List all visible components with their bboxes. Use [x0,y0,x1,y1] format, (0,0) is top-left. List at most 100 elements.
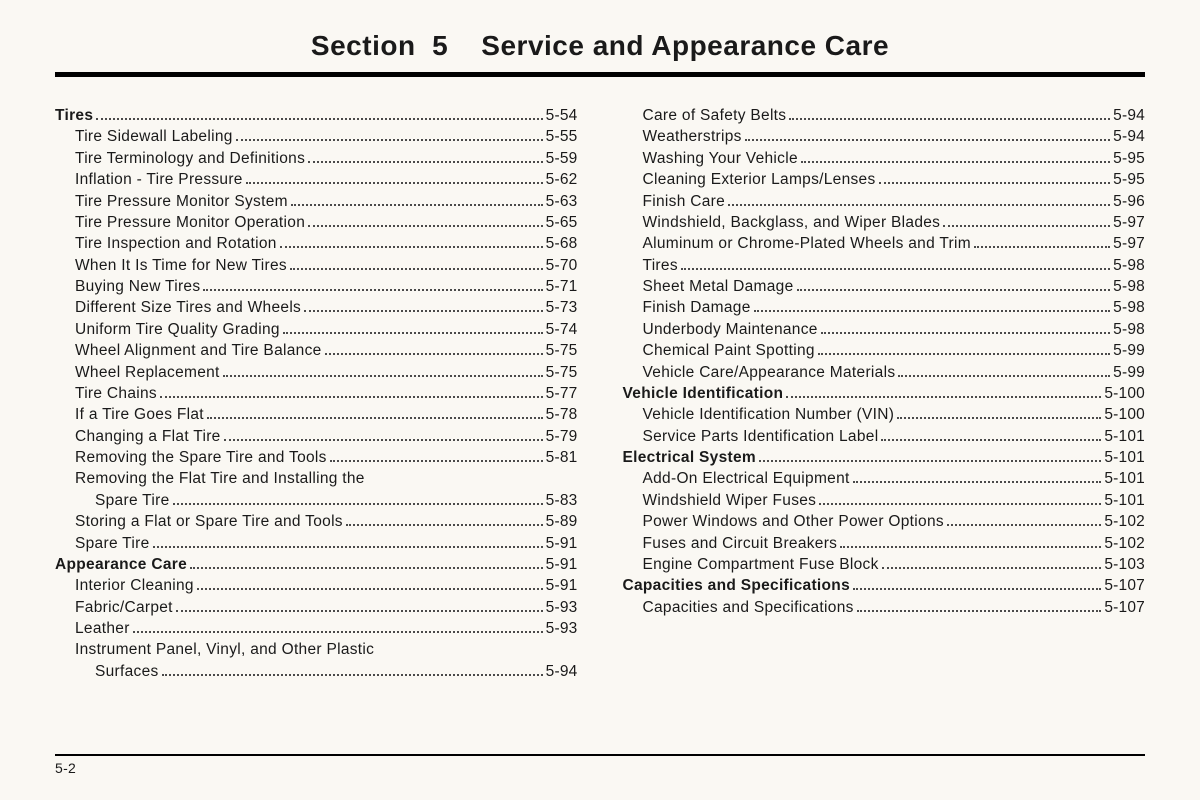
toc-label: Tire Chains [75,383,157,404]
toc-label: Capacities and Specifications [643,597,854,618]
toc-leaders [330,448,543,462]
toc-page: 5-73 [546,297,578,318]
toc-label: Interior Cleaning [75,575,194,596]
toc-label: Inflation - Tire Pressure [75,169,243,190]
toc-entry: Engine Compartment Fuse Block5-103 [623,554,1146,575]
toc-leaders [754,298,1111,312]
toc-page: 5-55 [546,126,578,147]
toc-page: 5-94 [546,661,578,682]
toc-entry: If a Tire Goes Flat5-78 [55,404,578,425]
toc-entry: Interior Cleaning 5-91 [55,575,578,596]
toc-label: Weatherstrips [643,126,742,147]
toc-leaders [879,170,1111,184]
toc-label: Different Size Tires and Wheels [75,297,301,318]
toc-label: Underbody Maintenance [643,319,818,340]
toc-entry: Add-On Electrical Equipment5-101 [623,468,1146,489]
toc-label: Leather [75,618,130,639]
toc-label: Tire Inspection and Rotation [75,233,277,254]
footer-rule [55,754,1145,756]
toc-entry: Windshield, Backglass, and Wiper Blades 5… [623,212,1146,233]
toc-page: 5-100 [1104,404,1145,425]
toc-page: 5-102 [1104,533,1145,554]
toc-entry: Removing the Flat Tire and Installing th… [55,468,578,489]
toc-leaders [840,534,1101,548]
toc-entry: Instrument Panel, Vinyl, and Other Plast… [55,639,578,660]
toc-entry: Leather 5-93 [55,618,578,639]
toc-page: 5-93 [546,618,578,639]
toc-label: Tire Pressure Monitor Operation [75,212,305,233]
toc-heading: Tires5-54 [55,105,578,126]
toc-page: 5-98 [1113,297,1145,318]
toc-entry: Removing the Spare Tire and Tools5-81 [55,447,578,468]
toc-label: Windshield Wiper Fuses [643,490,817,511]
toc-page: 5-89 [546,511,578,532]
toc-entry: Tire Sidewall Labeling5-55 [55,126,578,147]
toc-label: Removing the Spare Tire and Tools [75,447,327,468]
toc-entry: Tire Terminology and Definitions5-59 [55,148,578,169]
section-title: Section 5 Service and Appearance Care [55,30,1145,62]
toc-page: 5-93 [546,597,578,618]
toc-label: Surfaces [95,661,159,682]
toc-leaders [857,598,1102,612]
toc-entry: Chemical Paint Spotting5-99 [623,340,1146,361]
toc-page: 5-99 [1113,362,1145,383]
toc-page: 5-54 [546,105,578,126]
toc-leaders [745,127,1110,141]
toc-label: Instrument Panel, Vinyl, and Other Plast… [75,639,374,660]
toc-label: Service Parts Identification Label [643,426,879,447]
toc-leaders [789,106,1110,120]
toc-label: Tire Terminology and Definitions [75,148,305,169]
toc-heading: Electrical System5-101 [623,447,1146,468]
toc-label: Buying New Tires [75,276,200,297]
toc-page: 5-68 [546,233,578,254]
toc-leaders [801,149,1110,163]
toc-entry: Service Parts Identification Label 5-101 [623,426,1146,447]
toc-page: 5-97 [1113,212,1145,233]
toc-page: 5-70 [546,255,578,276]
toc-page: 5-97 [1113,233,1145,254]
toc-page: 5-75 [546,340,578,361]
toc-leaders [190,555,543,569]
toc-leaders [308,149,543,163]
toc-label: Electrical System [623,447,756,468]
toc-leaders [797,277,1111,291]
toc-label: Fabric/Carpet [75,597,173,618]
toc-label: Appearance Care [55,554,187,575]
toc-label: Windshield, Backglass, and Wiper Blades [643,212,941,233]
toc-label: When It Is Time for New Tires [75,255,287,276]
page-number: 5-2 [55,760,1145,776]
toc-page: 5-101 [1104,426,1145,447]
toc-leaders [173,491,543,505]
toc-leaders [819,491,1101,505]
toc-heading: Appearance Care5-91 [55,554,578,575]
toc-entry: Finish Care5-96 [623,191,1146,212]
toc-page: 5-95 [1113,169,1145,190]
toc-page: 5-62 [546,169,578,190]
toc-page: 5-94 [1113,126,1145,147]
toc-page: 5-98 [1113,276,1145,297]
toc-page: 5-101 [1104,490,1145,511]
toc-label: Chemical Paint Spotting [643,340,815,361]
toc-page: 5-79 [546,426,578,447]
toc-entry: Wheel Replacement5-75 [55,362,578,383]
toc-leaders [881,427,1101,441]
toc-leaders [853,576,1101,590]
toc-leaders [898,363,1110,377]
toc-entry: Finish Damage5-98 [623,297,1146,318]
toc-page: 5-98 [1113,255,1145,276]
toc-entry: Windshield Wiper Fuses 5-101 [623,490,1146,511]
toc-leaders [207,405,543,419]
toc-leaders [974,234,1110,248]
toc-page: 5-91 [546,575,578,596]
toc-entry: Vehicle Identification Number (VIN)5-100 [623,404,1146,425]
toc-leaders [96,106,542,120]
toc-leaders [681,256,1110,270]
toc-label: Add-On Electrical Equipment [643,468,850,489]
toc-entry: Buying New Tires5-71 [55,276,578,297]
toc-column-left: Tires5-54Tire Sidewall Labeling5-55Tire … [55,105,578,682]
toc-label: Sheet Metal Damage [643,276,794,297]
toc-leaders [346,512,543,526]
toc-leaders [308,213,543,227]
toc-leaders [283,320,543,334]
toc-label: Finish Care [643,191,726,212]
